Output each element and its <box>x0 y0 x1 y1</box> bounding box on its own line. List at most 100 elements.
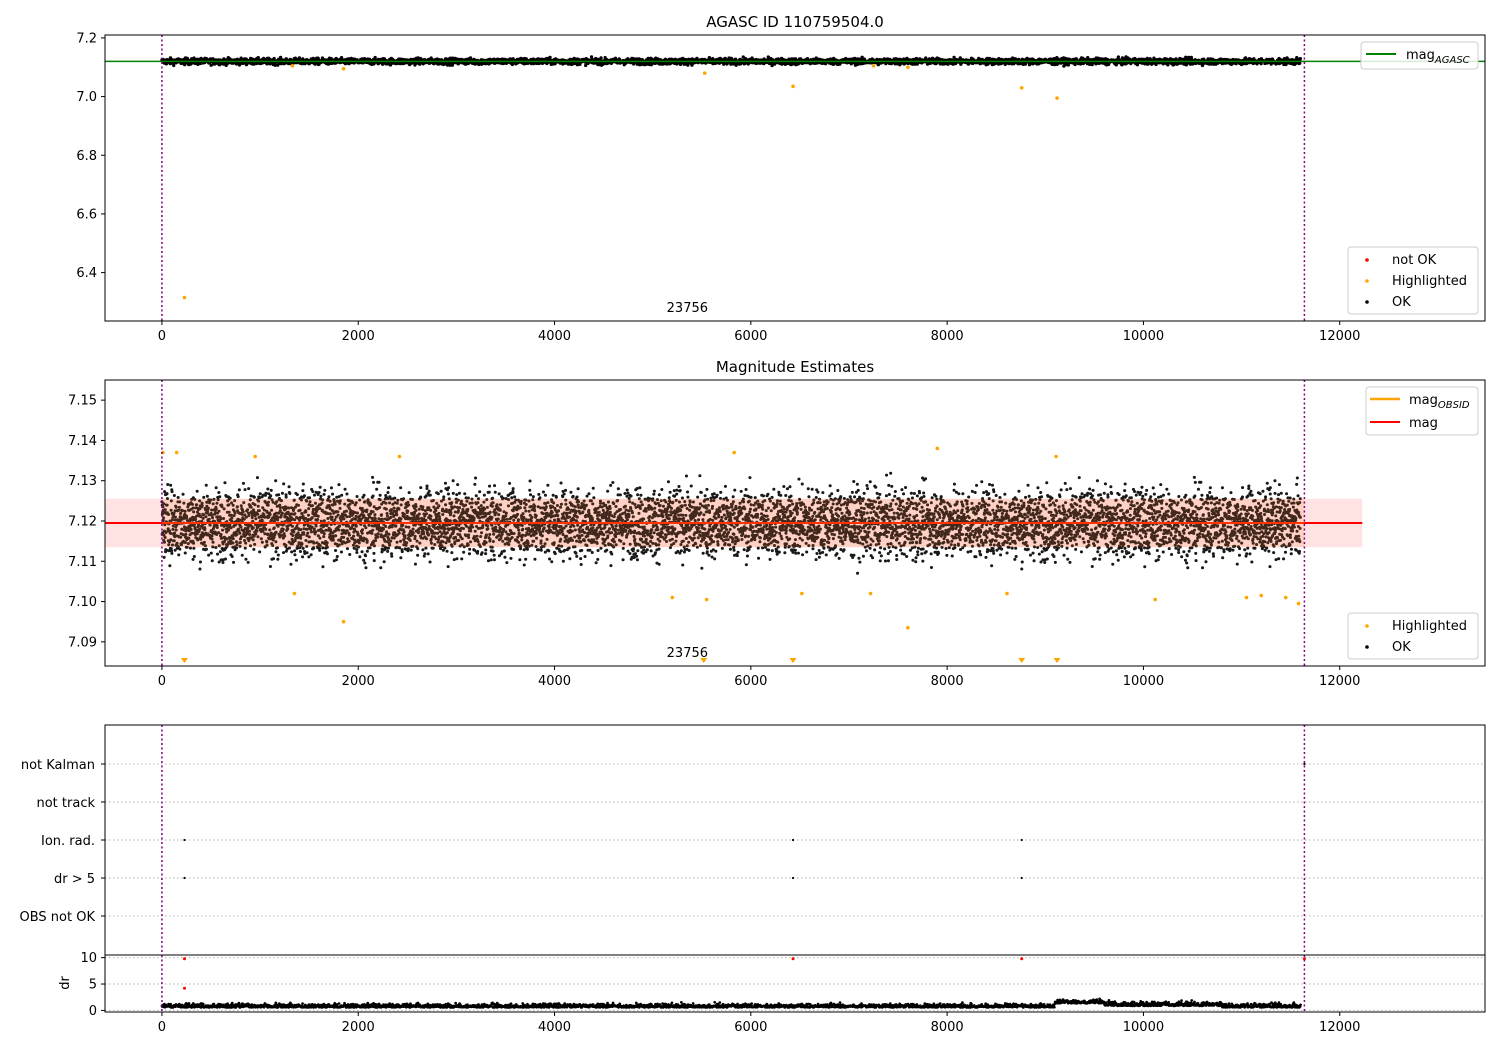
y-tick-label: 7.14 <box>68 434 97 449</box>
highlighted-point <box>292 591 297 596</box>
below-range-marker <box>1018 658 1026 663</box>
highlighted-point <box>1055 96 1059 100</box>
panel-agasc-plot-area <box>105 35 1485 321</box>
legend2-ok-label: OK <box>1392 640 1411 655</box>
x-tick-label: 0 <box>158 674 166 689</box>
legend-mag-label: mag <box>1409 416 1438 431</box>
flag-point <box>1303 762 1306 766</box>
highlighted-point <box>1259 593 1264 598</box>
panel-dr-y-axis: 0 5 10 <box>80 951 105 1019</box>
dr-red-point <box>183 957 187 961</box>
highlighted-point <box>1019 86 1024 90</box>
panel-flags-y-axis: not Kalman not track Ion. rad. dr > 5 OBS no… <box>20 758 105 925</box>
flag-point <box>791 876 795 880</box>
y-tick-label: 6.4 <box>76 266 97 281</box>
x-tick-label: 2000 <box>342 1020 375 1035</box>
y-tick-label: 10 <box>80 951 97 966</box>
y-tick-label: 7.12 <box>68 514 97 529</box>
flag-point <box>1020 876 1023 880</box>
highlighted-point <box>1054 454 1058 459</box>
highlighted-point <box>1005 591 1009 596</box>
legend2-highlighted-label: Highlighted <box>1392 619 1467 634</box>
legend-mag-agasc-label: magAGASC <box>1406 48 1470 66</box>
panel-agasc-line-legend: magAGASC <box>1360 41 1479 70</box>
x-tick-label: 2000 <box>342 329 375 344</box>
panel-agasc-frame <box>104 34 1486 322</box>
highlighted-point <box>732 450 736 455</box>
dr-red-point <box>1020 957 1024 961</box>
below-range-marker <box>700 658 708 663</box>
x-tick-label: 6000 <box>734 329 767 344</box>
flag-point <box>791 838 795 842</box>
y-tick-label: 7.15 <box>68 394 97 409</box>
legend-not-ok-label: not OK <box>1392 253 1437 268</box>
x-tick-label: 4000 <box>538 329 571 344</box>
legend-mag-obsid-label: magOBSID <box>1409 393 1470 411</box>
flag-category-label: dr > 5 <box>54 872 95 887</box>
flag-category-label: not track <box>36 796 95 811</box>
highlighted-point <box>341 66 346 71</box>
highlighted-point <box>800 591 804 596</box>
panel-mag-scatter-legend: Highlighted OK <box>1347 612 1479 660</box>
x-tick-label: 0 <box>158 1020 166 1035</box>
flag-category-label: Ion. rad. <box>41 834 95 849</box>
highlighted-point <box>397 454 402 459</box>
panel-mag-plot-area <box>105 380 1363 666</box>
legend-ok-marker <box>1365 300 1369 304</box>
panel-flags-plot-area <box>105 725 1485 955</box>
legend-ok-label: OK <box>1392 295 1411 310</box>
x-tick-label: 10000 <box>1123 674 1164 689</box>
panel-dr-frame <box>104 954 1486 1013</box>
highlighted-point <box>868 591 873 596</box>
below-range-marker <box>789 658 797 663</box>
panel-mag-line-legend: magOBSID mag <box>1365 386 1479 436</box>
x-tick-label: 2000 <box>342 674 375 689</box>
panel-dr-ylabel: dr <box>58 976 73 990</box>
panel-agasc-title: AGASC ID 110759504.0 <box>706 13 884 31</box>
x-tick-label: 12000 <box>1319 329 1360 344</box>
highlighted-point <box>290 64 295 68</box>
legend-highlighted-marker <box>1365 279 1369 283</box>
panel-agasc-obsid-label: 23756 <box>667 301 708 316</box>
dr-red-point <box>183 986 187 990</box>
panel-mag-title: Magnitude Estimates <box>716 358 874 376</box>
x-tick-label: 10000 <box>1123 1020 1164 1035</box>
legend-not-ok-marker <box>1365 258 1369 262</box>
highlighted-point <box>791 84 795 89</box>
legend2-highlighted-marker <box>1365 624 1369 628</box>
highlighted-point <box>1244 595 1249 600</box>
highlighted-point <box>871 64 876 68</box>
x-tick-label: 6000 <box>734 1020 767 1035</box>
panel-agasc: AGASC ID 110759504.0 0 2000 4000 6000 8000 10… <box>76 13 1486 344</box>
y-tick-label: 7.11 <box>68 555 97 570</box>
highlighted-point <box>906 625 910 630</box>
y-tick-label: 6.6 <box>76 207 97 222</box>
panel-flags: not Kalman not track Ion. rad. dr > 5 OBS no… <box>20 724 1486 956</box>
below-range-marker <box>181 658 189 663</box>
panel-mag-frame <box>104 379 1486 667</box>
x-tick-label: 4000 <box>538 1020 571 1035</box>
dr-red-point <box>791 957 795 961</box>
x-tick-label: 8000 <box>931 674 964 689</box>
flag-point <box>183 838 186 842</box>
legend2-ok-marker <box>1365 645 1369 649</box>
panel-mag-estimates: Magnitude Estimates 0 2000 4000 6000 8000 100… <box>68 358 1486 689</box>
dr-red-point <box>1302 957 1306 961</box>
y-tick-label: 0 <box>89 1004 97 1019</box>
panel-mag-y-axis: 7.09 7.10 7.11 7.12 7.13 7.14 7.15 <box>68 394 105 650</box>
x-tick-label: 12000 <box>1319 674 1360 689</box>
highlighted-point <box>253 454 257 459</box>
x-tick-label: 4000 <box>538 674 571 689</box>
x-tick-label: 8000 <box>931 329 964 344</box>
legend-highlighted-label: Highlighted <box>1392 274 1467 289</box>
x-tick-label: 12000 <box>1319 1020 1360 1035</box>
highlighted-point <box>182 295 187 300</box>
flag-point <box>183 876 186 880</box>
x-tick-label: 8000 <box>931 1020 964 1035</box>
panel-dr: 0 2000 4000 6000 8000 10000 12000 0 5 10 dr <box>58 951 1486 1035</box>
y-tick-label: 7.0 <box>76 90 97 105</box>
highlighted-point <box>906 65 910 70</box>
panel-agasc-y-axis: 6.4 6.6 6.8 7.0 7.2 <box>76 31 105 281</box>
highlighted-point <box>935 446 940 451</box>
